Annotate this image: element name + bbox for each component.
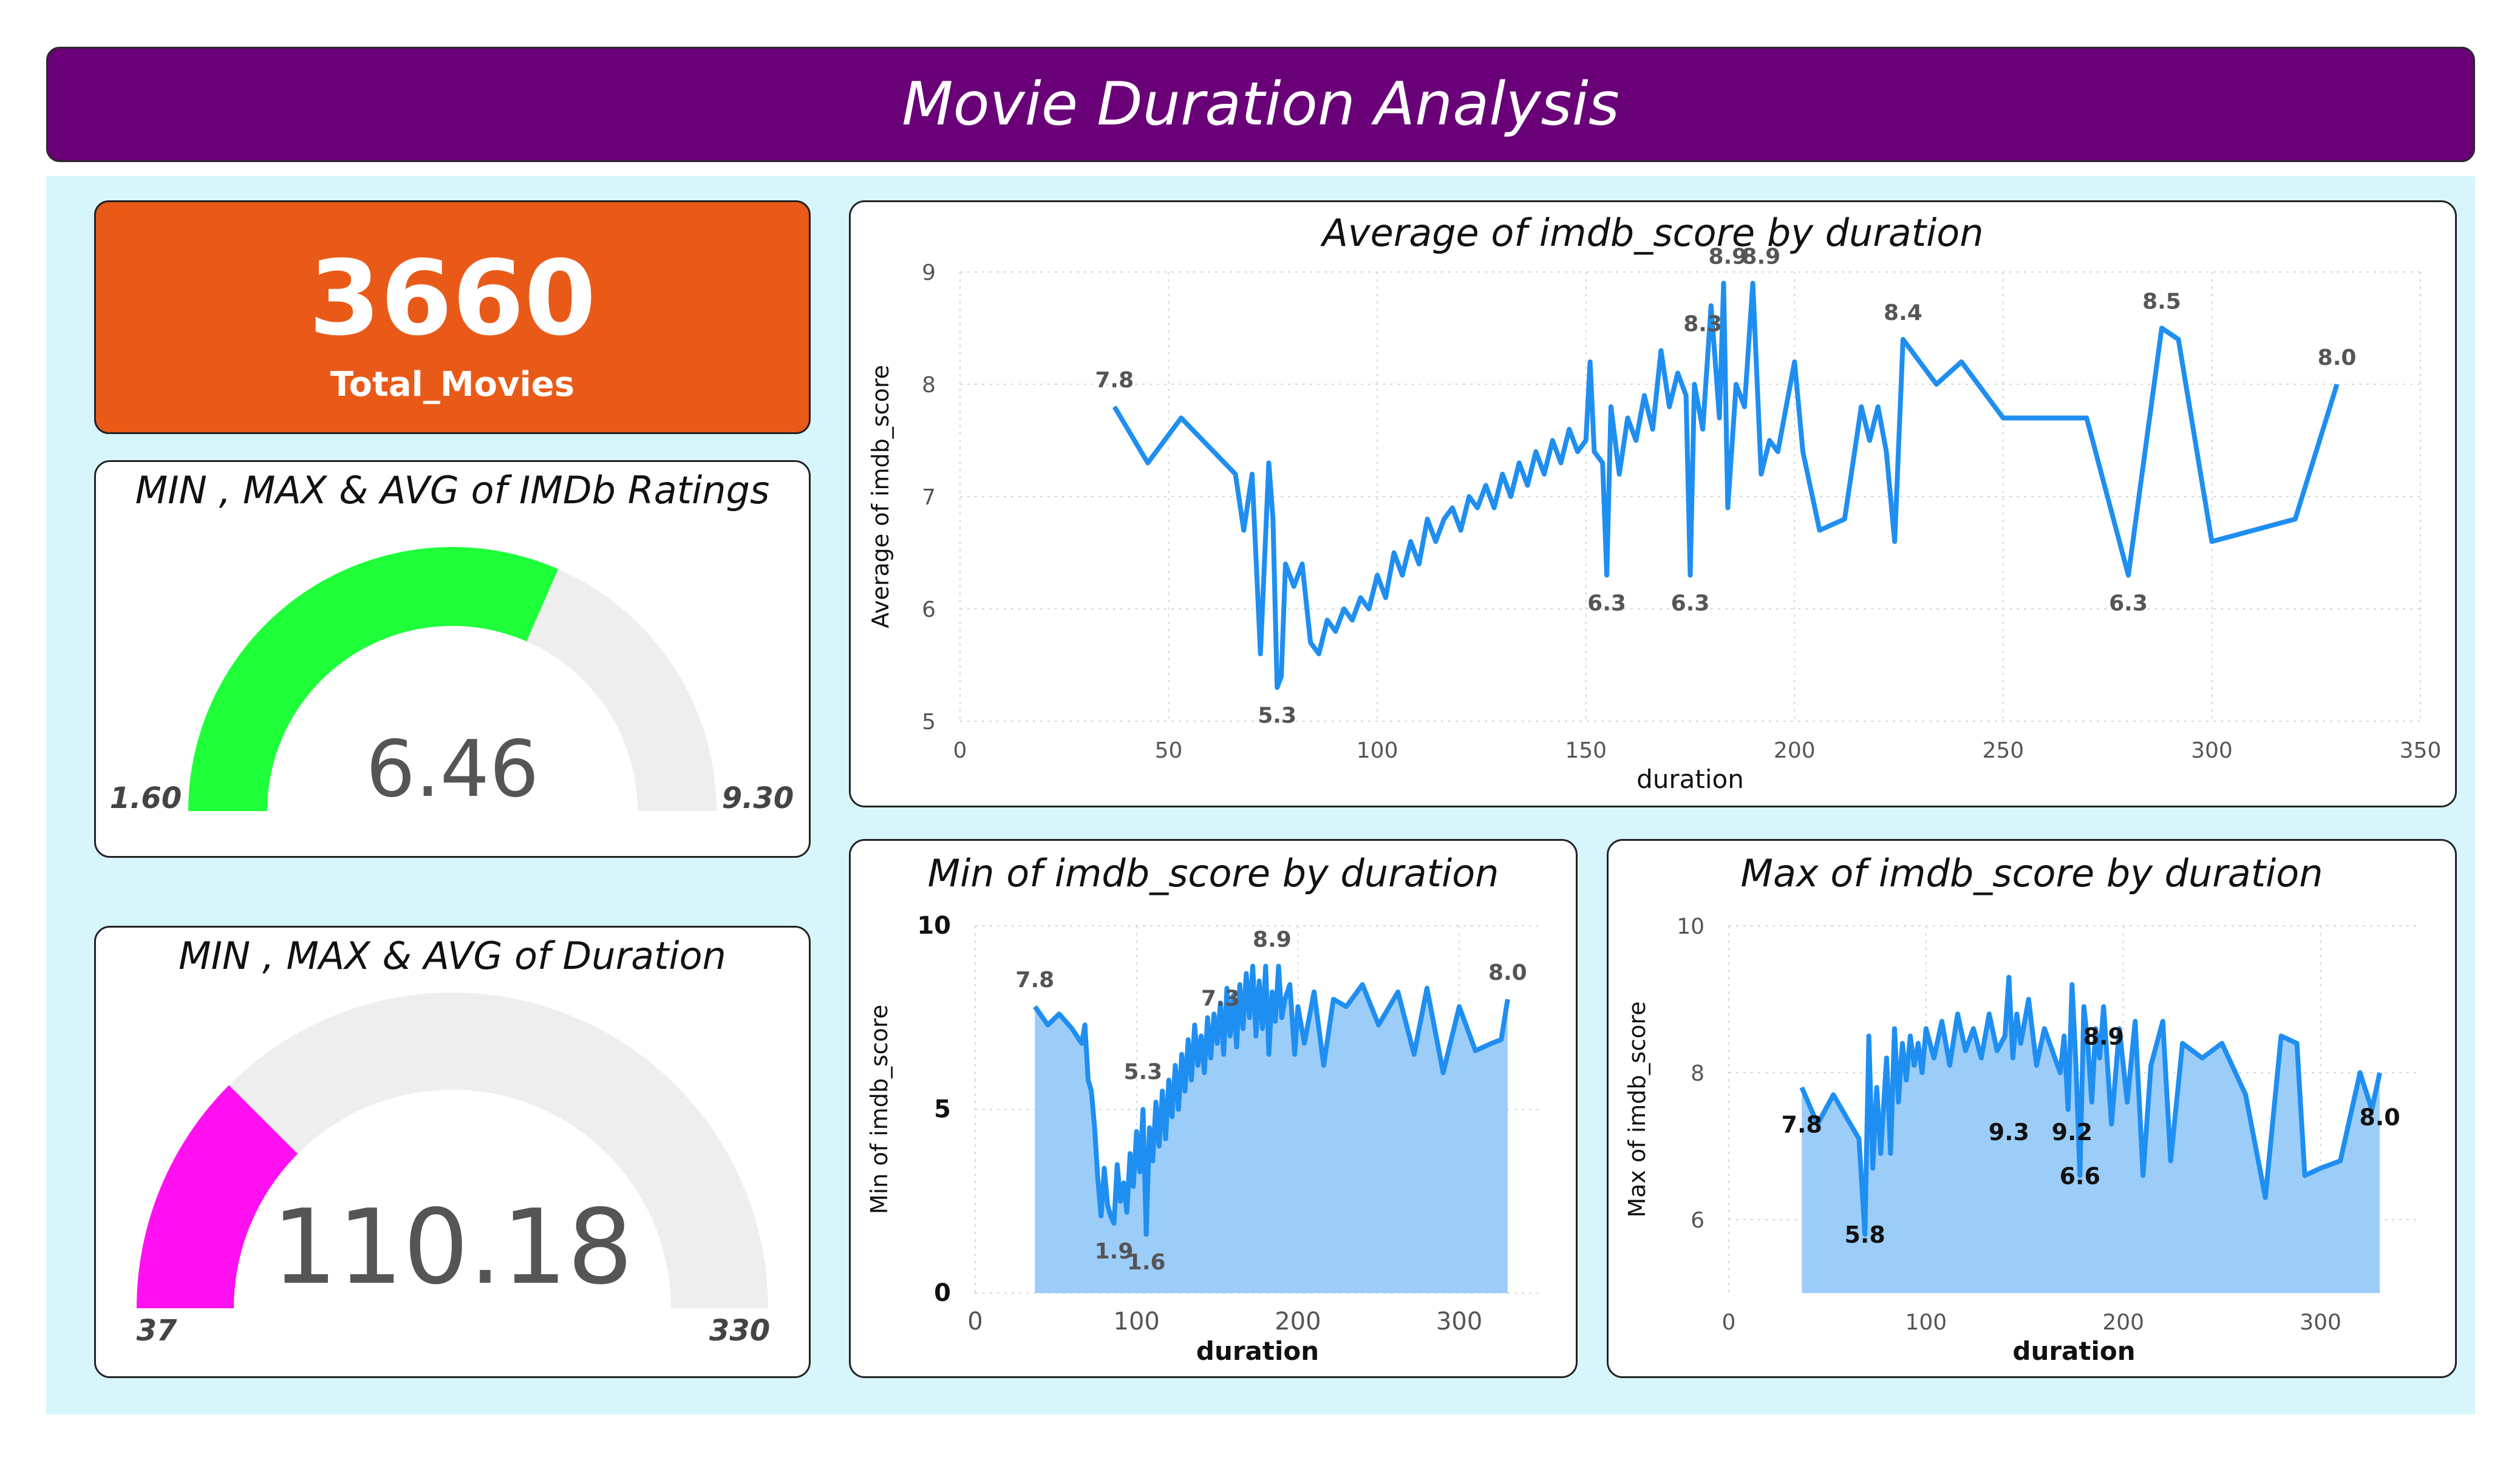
data-label: 8.0 xyxy=(2359,1104,2400,1131)
x-tick-label: 0 xyxy=(1722,1310,1736,1335)
dashboard-header: Movie Duration Analysis xyxy=(46,47,2475,162)
gauge-value: 6.46 xyxy=(366,724,539,815)
gauge-min-label: 1.60 xyxy=(110,781,182,815)
y-tick-label: 5 xyxy=(934,1096,951,1124)
series-line xyxy=(1112,280,2340,690)
y-tick-label: 9 xyxy=(922,260,936,285)
data-label: 1.9 xyxy=(1095,1239,1134,1264)
imdb-gauge-card: MIN , MAX & AVG of IMDb Ratings 6.46 1.6… xyxy=(94,460,811,858)
y-axis-label: Average of imdb_score xyxy=(867,365,894,628)
x-axis-label: duration xyxy=(2012,1336,2135,1366)
y-tick-label: 8 xyxy=(922,373,936,398)
x-axis-label: duration xyxy=(1196,1336,1319,1366)
duration-gauge: 110.18 37 330 xyxy=(137,993,770,1348)
chart-title: Average of imdb_score by duration xyxy=(1320,211,1983,255)
x-axis-label: duration xyxy=(1636,764,1744,794)
data-label: 1.6 xyxy=(1127,1250,1166,1275)
x-tick-label: 200 xyxy=(1275,1308,1321,1336)
data-label: 8.3 xyxy=(1683,312,1722,337)
data-label: 8.9 xyxy=(2083,1024,2124,1050)
data-label: 9.2 xyxy=(2052,1119,2093,1146)
chart-title: Max of imdb_score by duration xyxy=(1740,851,2323,895)
x-tick-label: 250 xyxy=(1982,738,2024,763)
min-score-chart-card: Min of imdb_score by duration 0 5 10 0 100 200… xyxy=(849,839,1578,1378)
data-label: 5.8 xyxy=(1844,1221,1885,1248)
dashboard-title: Movie Duration Analysis xyxy=(902,70,1619,139)
data-label: 7.8 xyxy=(1095,368,1134,393)
series-line xyxy=(1799,974,2382,1237)
series-line xyxy=(1033,963,1510,1237)
data-label: 8.5 xyxy=(2142,290,2181,314)
x-tick-label: 300 xyxy=(2191,738,2233,763)
data-label: 5.3 xyxy=(1258,704,1296,728)
data-label: 8.4 xyxy=(1884,301,1922,325)
y-tick-label: 8 xyxy=(1691,1061,1704,1086)
data-label: 8.9 xyxy=(1708,245,1747,270)
max-score-chart-card: Max of imdb_score by duration 6 8 10 0 100 200… xyxy=(1607,839,2457,1378)
x-tick-label: 100 xyxy=(1114,1308,1160,1336)
data-label: 5.3 xyxy=(1123,1059,1162,1084)
data-label: 8.9 xyxy=(1742,245,1780,270)
y-tick-label: 5 xyxy=(922,710,936,735)
x-tick-label: 50 xyxy=(1155,738,1183,763)
gauge-max-label: 9.30 xyxy=(722,781,794,815)
series-area xyxy=(1035,966,1508,1293)
data-label: 7.8 xyxy=(1782,1112,1822,1138)
x-tick-label: 300 xyxy=(2300,1310,2341,1335)
imdb-gauge-title: MIN , MAX & AVG of IMDb Ratings xyxy=(135,468,770,512)
gauge-fill xyxy=(188,547,559,811)
duration-gauge-title: MIN , MAX & AVG of Duration xyxy=(179,934,726,978)
x-tick-label: 0 xyxy=(953,738,967,763)
chart-title: Min of imdb_score by duration xyxy=(928,851,1499,895)
gauge-track xyxy=(137,993,768,1308)
gauge-value: 110.18 xyxy=(272,1187,633,1308)
x-tick-label: 200 xyxy=(1774,738,1816,763)
total-movies-card: 3660 Total_Movies xyxy=(94,200,811,434)
x-tick-label: 100 xyxy=(1357,738,1398,763)
data-label: 6.6 xyxy=(2060,1163,2100,1189)
y-tick-label: 0 xyxy=(934,1279,951,1307)
data-label: 9.3 xyxy=(1989,1119,2029,1146)
data-label: 8.0 xyxy=(2318,345,2357,370)
data-label: 8.0 xyxy=(1488,960,1527,985)
data-label: 6.3 xyxy=(1671,591,1710,616)
data-label: 6.3 xyxy=(1587,591,1626,616)
average-score-chart: Average of imdb_score by duration 5 6 7 8 9 0 5… xyxy=(867,211,2442,794)
y-axis-label: Min of imdb_score xyxy=(866,1005,893,1214)
x-tick-label: 200 xyxy=(2102,1310,2144,1335)
y-tick-label: 6 xyxy=(922,597,936,622)
y-tick-label: 6 xyxy=(1691,1208,1704,1233)
duration-gauge-card: MIN , MAX & AVG of Duration 110.18 37 33… xyxy=(94,926,811,1378)
x-tick-label: 0 xyxy=(967,1308,982,1336)
total-movies-value: 3660 xyxy=(308,239,596,359)
x-tick-label: 100 xyxy=(1905,1310,1947,1335)
imdb-gauge: 6.46 1.60 9.30 xyxy=(110,547,794,815)
y-tick-label: 10 xyxy=(917,912,951,940)
average-score-chart-card: Average of imdb_score by duration 5 6 7 8 9 0 5… xyxy=(849,200,2457,807)
y-tick-label: 10 xyxy=(1677,914,1704,939)
x-tick-label: 150 xyxy=(1565,738,1607,763)
gauge-fill xyxy=(137,1085,298,1308)
gauge-max-label: 330 xyxy=(709,1314,770,1348)
y-axis-label: Max of imdb_score xyxy=(1624,1001,1650,1217)
y-tick-label: 7 xyxy=(922,485,936,510)
x-tick-label: 350 xyxy=(2400,738,2442,763)
x-tick-label: 300 xyxy=(1436,1308,1482,1336)
gauge-min-label: 37 xyxy=(137,1314,177,1348)
data-label: 7.3 xyxy=(1201,986,1240,1011)
data-label: 6.3 xyxy=(2109,591,2148,616)
data-label: 8.9 xyxy=(1253,928,1292,953)
total-movies-label: Total_Movies xyxy=(330,365,575,404)
data-label: 7.8 xyxy=(1015,968,1054,993)
